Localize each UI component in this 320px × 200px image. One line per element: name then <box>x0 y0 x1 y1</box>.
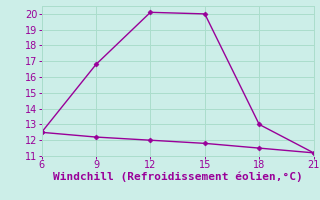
X-axis label: Windchill (Refroidissement éolien,°C): Windchill (Refroidissement éolien,°C) <box>53 172 302 182</box>
